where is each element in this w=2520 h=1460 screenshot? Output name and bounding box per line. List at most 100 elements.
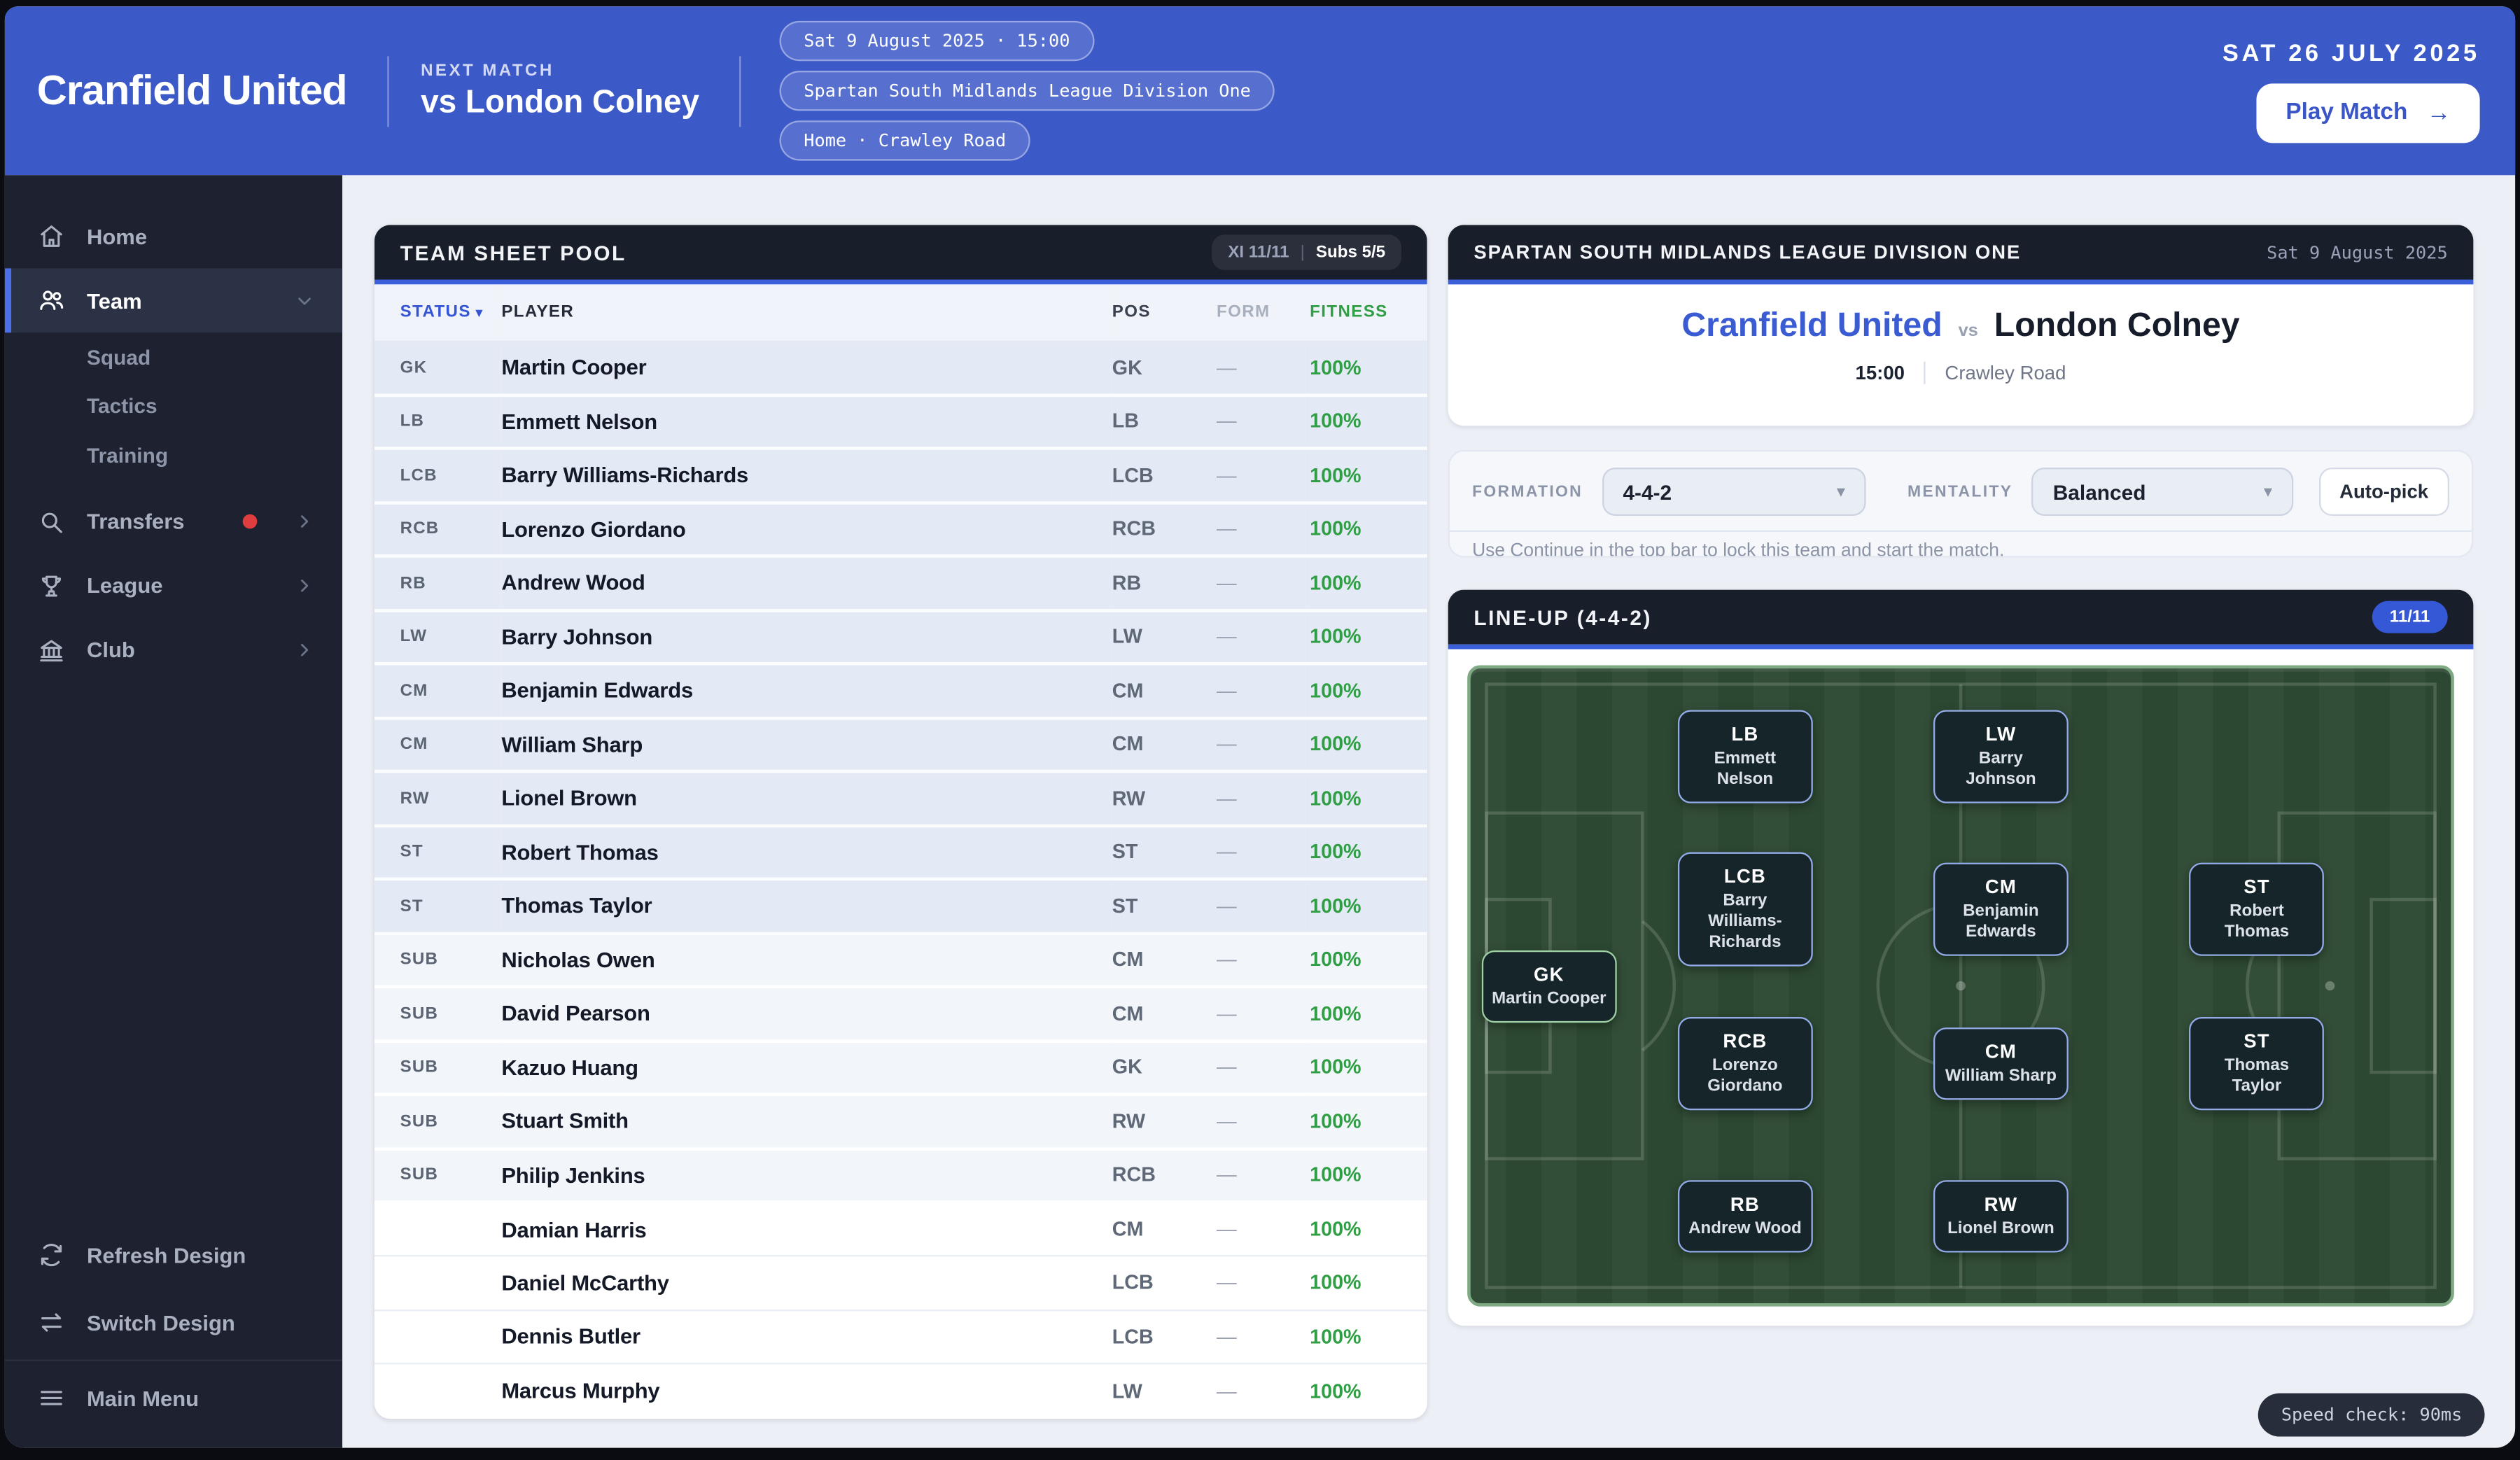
pitch-player-card[interactable]: LCB Barry Williams-Richards bbox=[1677, 852, 1813, 967]
pitch-player-name: Barry Williams-Richards bbox=[1708, 890, 1782, 953]
sidebar-item-club[interactable]: Club bbox=[5, 618, 342, 682]
table-row[interactable]: LW Barry Johnson LW — 100% bbox=[374, 610, 1427, 664]
row-fitness: 100% bbox=[1310, 517, 1362, 541]
tactics-controls-card: FORMATION 4-4-2 ▼ MENTALITY Balanced ▼ A… bbox=[1448, 449, 2474, 558]
pitch-player-card[interactable]: ST Thomas Taylor bbox=[2189, 1016, 2325, 1111]
sidebar-item-home[interactable]: Home bbox=[5, 204, 342, 269]
pitch-player-position: CM bbox=[1984, 1039, 2017, 1062]
row-player-name: Daniel McCarthy bbox=[501, 1270, 669, 1295]
table-row[interactable]: Damian Harris CM — 100% bbox=[374, 1202, 1427, 1256]
table-row[interactable]: SUB Philip Jenkins RCB — 100% bbox=[374, 1148, 1427, 1202]
table-row[interactable]: ST Thomas Taylor ST — 100% bbox=[374, 878, 1427, 933]
select-caret-icon: ▼ bbox=[1833, 484, 1849, 500]
table-row[interactable]: RCB Lorenzo Giordano RCB — 100% bbox=[374, 502, 1427, 556]
sidebar-item-label: Club bbox=[86, 638, 135, 662]
pitch-player-card[interactable]: GK Martin Cooper bbox=[1481, 949, 1617, 1023]
pitch-player-card[interactable]: LB Emmett Nelson bbox=[1677, 709, 1813, 803]
team-icon bbox=[37, 286, 66, 315]
row-player-name: Lionel Brown bbox=[501, 786, 637, 810]
row-fitness: 100% bbox=[1310, 625, 1362, 648]
sidebar-item-league[interactable]: League bbox=[5, 554, 342, 618]
row-status: LW bbox=[400, 626, 428, 647]
table-row[interactable]: LB Emmett Nelson LB — 100% bbox=[374, 394, 1427, 449]
column-header-form: FORM bbox=[1217, 284, 1310, 342]
pitch-player-card[interactable]: LW Barry Johnson bbox=[1933, 709, 2068, 803]
pitch-player-position: GK bbox=[1533, 962, 1564, 985]
row-fitness: 100% bbox=[1310, 733, 1362, 756]
xi-count: XI 11/11 bbox=[1228, 242, 1289, 262]
row-status bbox=[374, 1256, 501, 1310]
row-fitness: 100% bbox=[1310, 948, 1362, 971]
row-form: — bbox=[1217, 1271, 1237, 1294]
sidebar-subitem-label: Squad bbox=[86, 345, 151, 370]
switch-design-button[interactable]: Switch Design bbox=[5, 1289, 342, 1356]
row-player-name: Dennis Butler bbox=[501, 1324, 640, 1349]
sidebar-item-team[interactable]: Team bbox=[4, 268, 343, 333]
row-form: — bbox=[1217, 463, 1237, 487]
league-pill: Spartan South Midlands League Division O… bbox=[779, 71, 1275, 111]
sidebar-item-label: Home bbox=[86, 224, 148, 248]
pitch-player-card[interactable]: RB Andrew Wood bbox=[1677, 1180, 1813, 1254]
pool-panel-header: TEAM SHEET POOL XI 11/11 | Subs 5/5 bbox=[374, 225, 1427, 280]
row-status: SUB bbox=[400, 1004, 439, 1023]
table-row[interactable]: SUB David Pearson CM — 100% bbox=[374, 986, 1427, 1041]
formation-label: FORMATION bbox=[1472, 482, 1583, 501]
accent-line bbox=[1448, 644, 2474, 650]
table-row[interactable]: CM Benjamin Edwards CM — 100% bbox=[374, 664, 1427, 718]
sidebar-subitem-tactics[interactable]: Tactics bbox=[5, 381, 342, 430]
pitch-player-card[interactable]: RW Lionel Brown bbox=[1933, 1180, 2068, 1254]
row-position: CM bbox=[1112, 1218, 1144, 1241]
next-match-opponent: vs London Colney bbox=[421, 84, 700, 120]
main-menu-button[interactable]: Main Menu bbox=[5, 1364, 342, 1431]
row-status: LB bbox=[400, 412, 425, 431]
column-header-status[interactable]: STATUS ▾ bbox=[374, 284, 502, 342]
club-logo: Cranfield United bbox=[36, 66, 348, 115]
sidebar-subitem-label: Tactics bbox=[86, 394, 158, 419]
match-datetime-pill: Sat 9 August 2025 · 15:00 bbox=[779, 20, 1094, 62]
row-player-name: Damian Harris bbox=[501, 1217, 647, 1242]
table-row[interactable]: RB Andrew Wood RB — 100% bbox=[374, 556, 1427, 610]
row-form: — bbox=[1217, 1002, 1237, 1025]
mentality-select[interactable]: Balanced ▼ bbox=[2031, 468, 2293, 516]
sidebar-subitem-squad[interactable]: Squad bbox=[5, 332, 342, 381]
table-row[interactable]: Dennis Butler LCB — 100% bbox=[374, 1310, 1427, 1364]
table-row[interactable]: GK Martin Cooper GK — 100% bbox=[374, 340, 1427, 395]
table-row[interactable]: SUB Stuart Smith RW — 100% bbox=[374, 1094, 1427, 1149]
team-sheet-table: STATUS ▾ PLAYER POS FORM FITNESS GK Marti… bbox=[374, 284, 1427, 1418]
table-row[interactable]: CM William Sharp CM — 100% bbox=[374, 717, 1427, 772]
table-row[interactable]: SUB Nicholas Owen CM — 100% bbox=[374, 932, 1427, 987]
sidebar-subitem-training[interactable]: Training bbox=[5, 430, 342, 479]
app-window: Cranfield United NEXT MATCH vs London Co… bbox=[4, 6, 2516, 1448]
lineup-header: LINE-UP (4-4-2) 11/11 bbox=[1448, 589, 2474, 645]
row-player-name: Nicholas Owen bbox=[501, 948, 655, 972]
refresh-design-button[interactable]: Refresh Design bbox=[5, 1221, 342, 1289]
accent-line bbox=[374, 279, 1427, 285]
row-form: — bbox=[1217, 1163, 1237, 1186]
pitch-player-card[interactable]: CM William Sharp bbox=[1933, 1027, 2068, 1100]
table-row[interactable]: Marcus Murphy LW — 100% bbox=[374, 1363, 1427, 1418]
kickoff-time: 15:00 bbox=[1855, 361, 1905, 384]
table-row[interactable]: ST Robert Thomas ST — 100% bbox=[374, 824, 1427, 879]
pitch-player-name: Robert Thomas bbox=[2224, 901, 2290, 942]
row-player-name: David Pearson bbox=[501, 1001, 650, 1026]
pitch-player-card[interactable]: ST Robert Thomas bbox=[2189, 862, 2325, 957]
pitch-player-name: Lionel Brown bbox=[1947, 1219, 2054, 1239]
pitch-player-position: RW bbox=[1984, 1193, 2018, 1216]
table-row[interactable]: RW Lionel Brown RW — 100% bbox=[374, 771, 1427, 825]
pitch-player-card[interactable]: CM Benjamin Edwards bbox=[1933, 862, 2068, 957]
row-position: ST bbox=[1112, 841, 1138, 864]
formation-select[interactable]: 4-4-2 ▼ bbox=[1602, 468, 1866, 516]
sidebar-item-transfers[interactable]: Transfers bbox=[5, 489, 342, 554]
table-row[interactable]: SUB Kazuo Huang GK — 100% bbox=[374, 1040, 1427, 1095]
auto-pick-button[interactable]: Auto-pick bbox=[2318, 468, 2449, 516]
badge-separator: | bbox=[1300, 242, 1305, 262]
pitch-player-card[interactable]: RCB Lorenzo Giordano bbox=[1677, 1016, 1813, 1111]
play-match-button[interactable]: Play Match → bbox=[2257, 83, 2480, 143]
pitch-player-name: Barry Johnson bbox=[1966, 747, 2036, 789]
table-row[interactable]: Daniel McCarthy LCB — 100% bbox=[374, 1256, 1427, 1310]
row-position: LW bbox=[1112, 1380, 1142, 1403]
bank-icon bbox=[37, 636, 66, 664]
table-row[interactable]: LCB Barry Williams-Richards LCB — 100% bbox=[374, 448, 1427, 503]
pitch-player-position: LW bbox=[1985, 722, 2017, 745]
